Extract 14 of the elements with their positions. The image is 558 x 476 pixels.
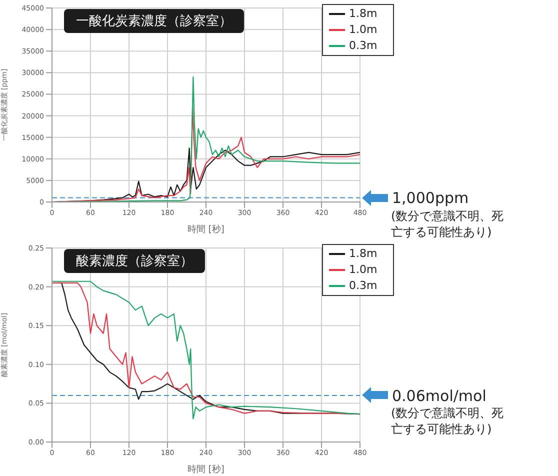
text: (数分で意識不明、死亡する可能性あり) <box>391 208 505 240</box>
legend-label: 1.8m <box>349 247 378 260</box>
text: (数分で意識不明、死亡する可能性あり) <box>391 405 505 438</box>
ref-line-label: 0.06mol/mol <box>392 386 486 405</box>
legend-label: 1.0m <box>349 23 378 36</box>
text: 酸素濃度（診察室） <box>64 249 205 273</box>
legend-label: 1.8m <box>349 7 378 20</box>
x-axis-title: 時間 [秒] <box>188 224 224 235</box>
ref-line-label: 1,000ppm <box>392 189 469 208</box>
legend-label: 0.3m <box>349 39 378 52</box>
text: 一酸化炭素濃度（診察室） <box>64 9 244 33</box>
legend-label: 1.0m <box>349 263 378 276</box>
x-axis-title: 時間 [秒] <box>188 464 224 475</box>
legend-label: 0.3m <box>349 279 378 292</box>
